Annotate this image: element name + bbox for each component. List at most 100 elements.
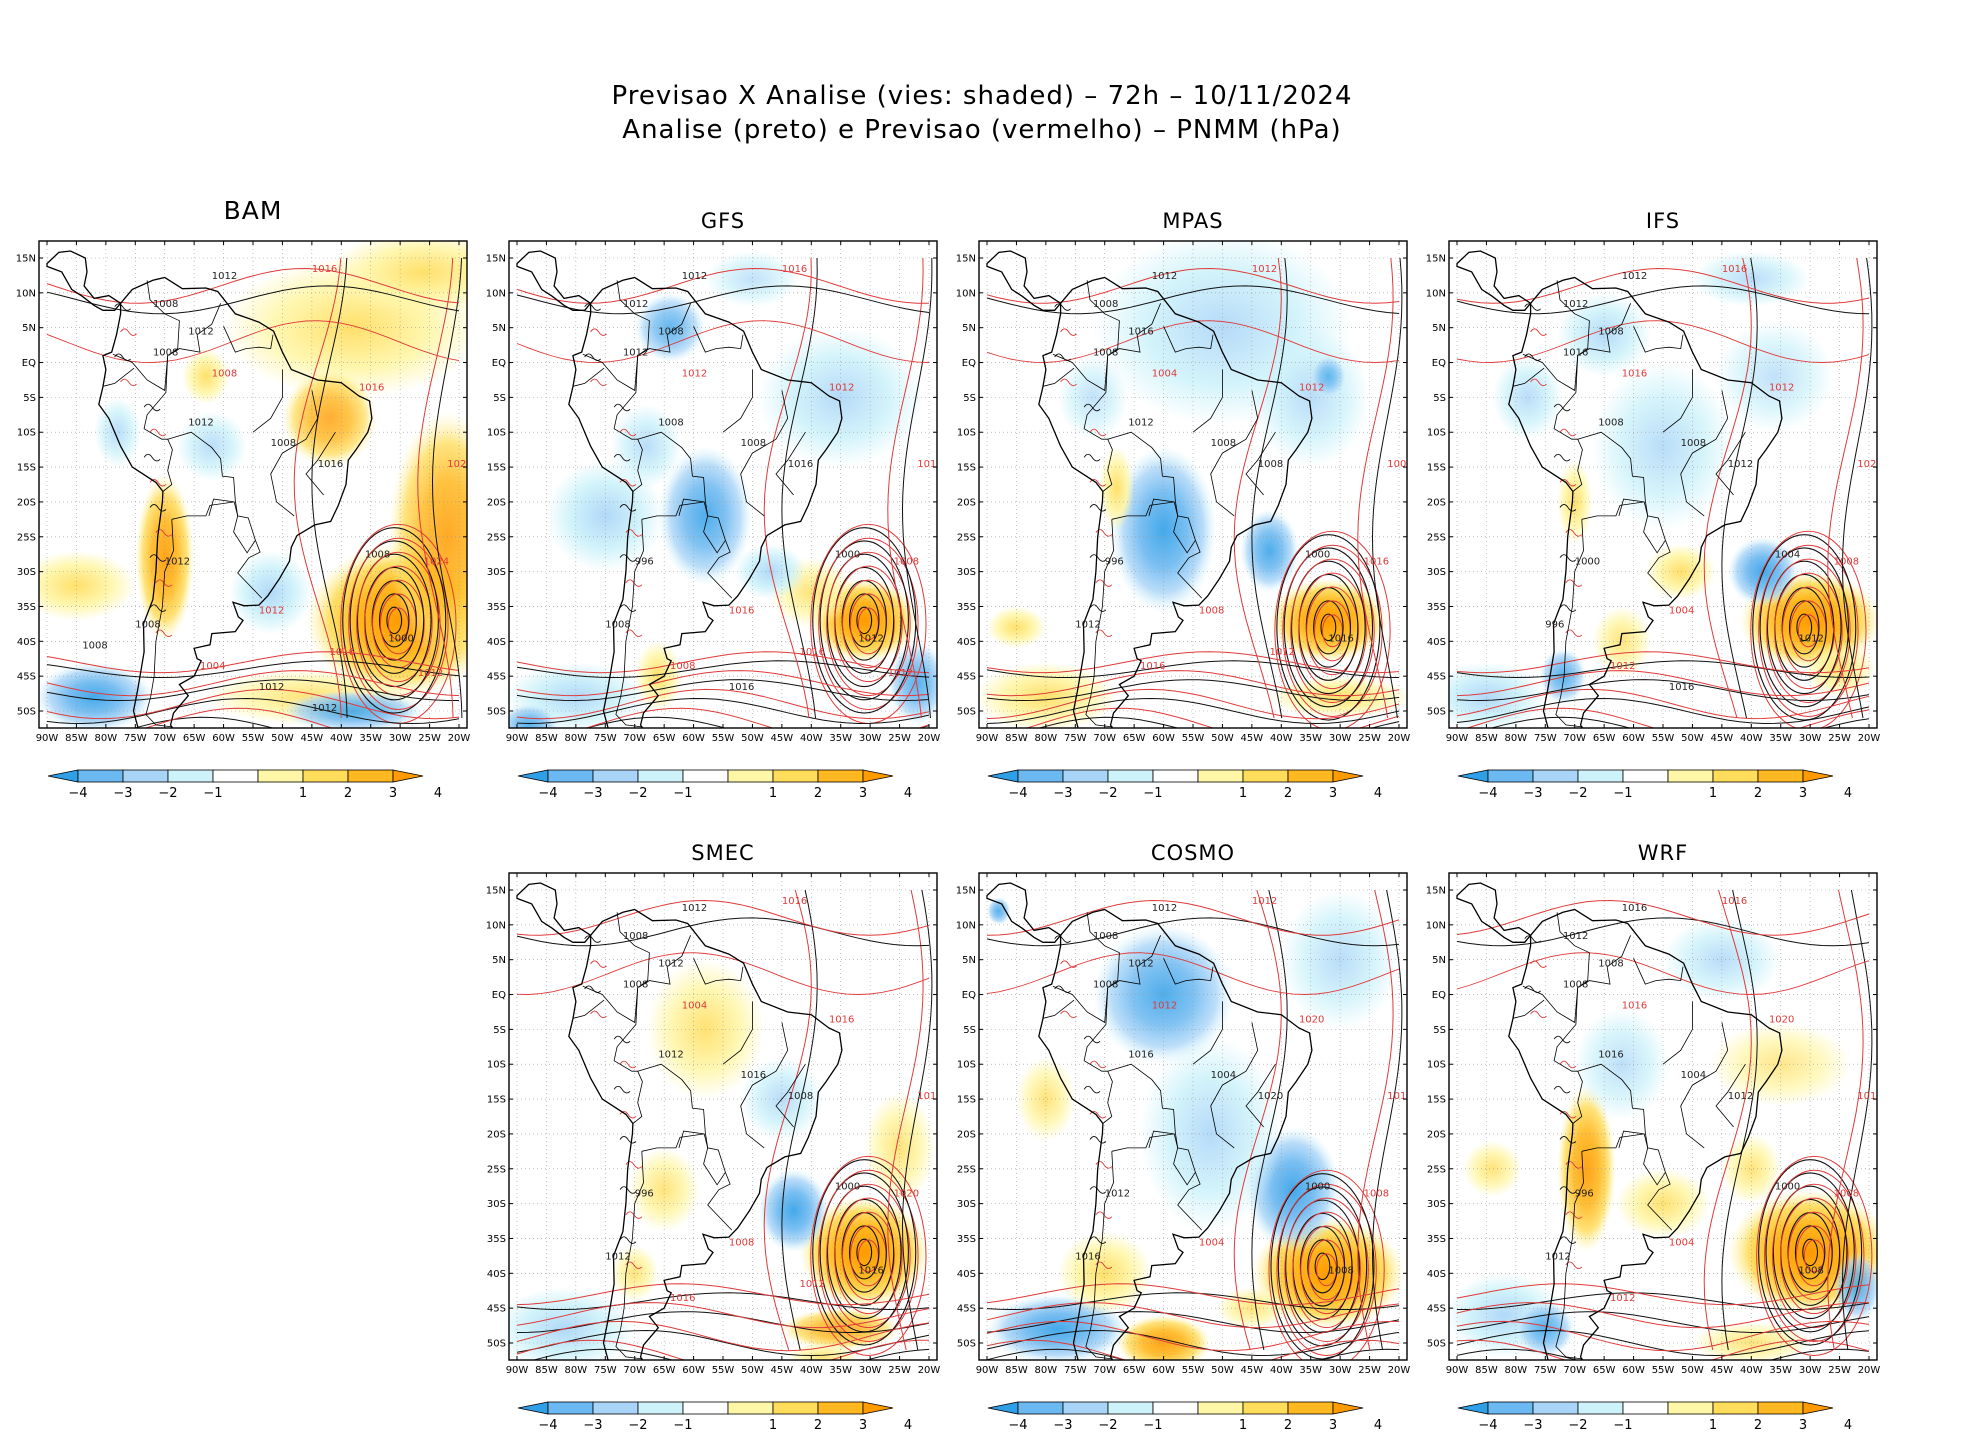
lat-tick-label: 15N <box>16 254 36 265</box>
analysis-isobar-label: 1012 <box>165 557 190 568</box>
lat-tick-label: 15N <box>956 254 976 265</box>
analysis-isobar-label: 1012 <box>623 299 648 310</box>
lon-tick-label: 55W <box>1182 1365 1205 1376</box>
analysis-isobar-label: 1008 <box>1598 959 1623 970</box>
forecast-isobar-label: 1008 <box>894 557 919 568</box>
lat-tick-label: 15S <box>487 1095 506 1106</box>
forecast-isobar-label: 1020 <box>894 1189 919 1200</box>
forecast-isobar-label: 1016 <box>670 1293 695 1304</box>
bias-patch <box>546 460 665 572</box>
lon-tick-label: 65W <box>653 733 676 744</box>
colorbar-label: −4 <box>68 786 87 801</box>
forecast-isobar-label: 1008 <box>1834 1189 1859 1200</box>
forecast-isobar-label: 1004 <box>682 1000 707 1011</box>
colorbar-segment <box>1577 1401 1624 1415</box>
lat-tick-label: 5N <box>1432 955 1446 966</box>
forecast-isobar <box>818 1169 919 1343</box>
lon-tick-label: 35W <box>1299 733 1322 744</box>
lat-tick-label: 10N <box>486 920 506 931</box>
bias-patch <box>1449 662 1546 728</box>
lon-tick-label: 75W <box>594 733 617 744</box>
analysis-isobar <box>1758 1159 1863 1346</box>
lat-tick-label: 40S <box>957 1269 976 1280</box>
analysis-isobar-label: 1016 <box>318 459 343 470</box>
lat-tick-label: 30S <box>957 1199 976 1210</box>
analysis-isobar-label: 1016 <box>788 459 813 470</box>
lon-tick-label: 60W <box>1152 733 1175 744</box>
colorbar-label: −1 <box>203 786 222 801</box>
lat-tick-label: 40S <box>487 637 506 648</box>
lon-tick-label: 65W <box>1123 1365 1146 1376</box>
analysis-isobar <box>1759 547 1849 708</box>
lon-tick-label: 60W <box>1622 1365 1645 1376</box>
bias-patch <box>987 606 1046 649</box>
lon-tick-label: 80W <box>1035 733 1058 744</box>
panel-mpas-bias-shading <box>979 241 1407 728</box>
forecast-isobar-label: 1020 <box>447 459 472 470</box>
panel-mpas-isobars <box>986 257 1403 728</box>
lat-tick-label: 35S <box>17 602 36 613</box>
forecast-isobar-label: 1008 <box>1199 605 1224 616</box>
colorbar-segment <box>1242 769 1289 783</box>
analysis-isobar-label: 1012 <box>658 1049 683 1060</box>
lat-tick-label: 45S <box>957 672 976 683</box>
lat-tick-label: 15N <box>486 886 506 897</box>
lon-tick-label: 40W <box>330 733 353 744</box>
lon-tick-label: 60W <box>682 733 705 744</box>
lat-tick-label: 35S <box>487 602 506 613</box>
bias-patch <box>887 641 937 725</box>
lat-tick-label: 50S <box>957 707 976 718</box>
analysis-isobar-label: 1012 <box>1075 619 1100 630</box>
lat-tick-label: 15S <box>17 463 36 474</box>
forecast-isobar-label: 1020 <box>1857 459 1882 470</box>
colorbar-over <box>862 1401 894 1415</box>
bias-patch <box>1310 355 1347 398</box>
colorbar-label: 4 <box>904 786 912 801</box>
colorbar-under <box>1457 769 1489 783</box>
forecast-isobar <box>1300 1225 1353 1315</box>
forecast-isobar-label: 1024 <box>424 557 449 568</box>
analysis-isobar-label: 1012 <box>1128 417 1153 428</box>
lon-tick-label: 50W <box>1681 733 1704 744</box>
lon-tick-label: 85W <box>1005 733 1028 744</box>
forecast-isobar <box>1268 1169 1385 1360</box>
forecast-isobar <box>1758 544 1859 717</box>
panel-bam-gridlines <box>39 241 467 728</box>
analysis-isobar-label: 1012 <box>858 633 883 644</box>
analysis-isobar-label: 1008 <box>605 619 630 630</box>
colorbar-label: 2 <box>1754 1418 1762 1433</box>
lon-tick-label: 40W <box>800 1365 823 1376</box>
panel-smec-title: SMEC <box>691 841 754 865</box>
forecast-isobar <box>1290 558 1375 704</box>
forecast-isobar <box>1756 1155 1873 1356</box>
bias-patch <box>864 1092 935 1204</box>
colorbar-segment <box>212 769 259 783</box>
panel-wrf-coastline <box>1456 882 1783 1360</box>
bias-patch <box>1269 676 1407 718</box>
colorbar-segment <box>1487 769 1534 783</box>
lat-tick-label: 20S <box>957 1129 976 1140</box>
colorbar-label: −2 <box>628 786 647 801</box>
lon-tick-label: 40W <box>1740 733 1763 744</box>
forecast-isobar <box>810 1155 927 1356</box>
colorbar-label: 1 <box>769 1418 777 1433</box>
lat-tick-label: 5S <box>493 393 506 404</box>
analysis-isobar <box>1307 1239 1338 1294</box>
panel-bam-map: 1012 1008 1012 1008 1012 1016 1008 1008 1012 1008… <box>39 241 472 728</box>
lat-tick-label: 5S <box>493 1025 506 1036</box>
panel-cosmo-map: 1012 1008 1012 1008 1016 1020 1004 1000 1012 1016… <box>979 873 1407 1360</box>
analysis-isobar-label: 1012 <box>658 959 683 970</box>
colorbar-segment <box>1242 1401 1289 1415</box>
lat-tick-label: 10S <box>17 428 36 439</box>
lat-tick-label: 15N <box>956 886 976 897</box>
bias-patch <box>705 251 800 307</box>
analysis-isobar-label: 1008 <box>1681 438 1706 449</box>
bias-patch <box>1592 362 1734 530</box>
panel-gfs-colorbar: −4 −3 −2 −1 1 2 3 4 <box>517 769 912 801</box>
colorbar-label: 4 <box>434 786 442 801</box>
analysis-isobar-label: 1016 <box>729 682 754 693</box>
bias-patch <box>1557 1085 1616 1253</box>
forecast-isobar <box>826 551 911 697</box>
colorbar-segment <box>1577 769 1624 783</box>
bias-patch <box>1715 320 1834 433</box>
